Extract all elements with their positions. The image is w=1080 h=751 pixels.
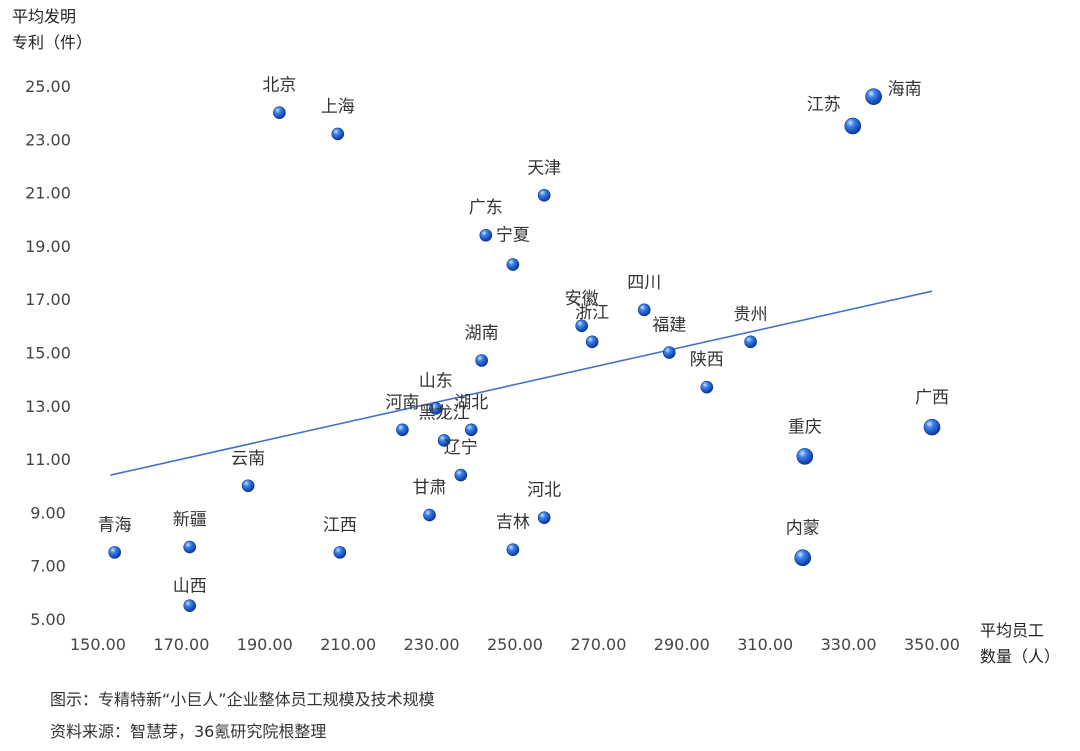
data-point (183, 599, 197, 612)
data-point (454, 468, 468, 482)
x-tick-label: 170.00 (153, 635, 209, 654)
data-point (506, 543, 520, 557)
data-point (662, 346, 676, 359)
y-tick-label: 19.00 (25, 237, 71, 256)
data-point (585, 335, 599, 349)
y-tick-label: 5.00 (30, 610, 66, 629)
data-point (396, 423, 409, 437)
point-label: 贵州 (734, 305, 768, 325)
point-label: 安徽 (565, 289, 599, 309)
point-label: 陕西 (690, 350, 724, 370)
point-label: 江苏 (807, 95, 841, 115)
data-point (506, 258, 520, 271)
y-tick-label: 9.00 (30, 503, 66, 522)
data-point (429, 402, 443, 415)
data-point (923, 418, 941, 436)
point-label: 海南 (888, 80, 922, 100)
data-point (844, 117, 862, 135)
x-tick-label: 210.00 (320, 635, 376, 654)
data-point (108, 546, 121, 559)
point-label: 湖南 (465, 323, 499, 343)
data-point (537, 511, 551, 525)
caption-figure: 图示：专精特新“小巨人”企业整体员工规模及技术规模 (50, 690, 435, 709)
point-label: 河北 (527, 481, 561, 501)
point-label: 新疆 (173, 510, 207, 530)
data-point (331, 127, 345, 141)
y-axis-title-line2: 专利（件） (12, 33, 93, 52)
data-point (333, 546, 347, 559)
x-axis-title-line1: 平均员工 (980, 621, 1045, 640)
y-tick-label: 17.00 (25, 290, 71, 309)
point-label: 青海 (98, 515, 132, 535)
point-label: 湖北 (454, 393, 488, 413)
data-point (475, 354, 488, 367)
x-axis-title-line2: 数量（人） (980, 647, 1061, 666)
trend-line (110, 290, 933, 476)
x-tick-label: 230.00 (404, 635, 460, 654)
y-tick-label: 23.00 (25, 130, 71, 149)
data-point (865, 88, 882, 105)
caption-source: 资料来源：智慧芽，36氪研究院根整理 (50, 722, 327, 741)
data-point (479, 228, 493, 242)
point-label: 广东 (469, 198, 503, 218)
y-tick-label: 7.00 (30, 557, 66, 576)
data-point (575, 319, 589, 333)
point-label: 福建 (652, 316, 686, 336)
data-point (744, 335, 757, 349)
x-axis-title: 平均员工 数量（人） (980, 618, 1060, 670)
y-tick-label: 21.00 (25, 184, 71, 203)
point-label: 黑龙江 (419, 403, 470, 423)
y-tick-label: 15.00 (25, 344, 71, 363)
point-label: 云南 (231, 449, 265, 469)
x-tick-label: 270.00 (570, 635, 626, 654)
point-label: 上海 (321, 97, 355, 117)
point-label: 山东 (419, 371, 453, 391)
x-tick-label: 330.00 (821, 635, 877, 654)
data-point (273, 106, 286, 119)
x-tick-label: 350.00 (904, 635, 960, 654)
data-point (241, 479, 255, 493)
data-point (637, 303, 651, 317)
point-label: 天津 (527, 158, 561, 178)
point-label: 吉林 (496, 513, 530, 533)
point-label: 四川 (627, 273, 661, 293)
data-point (423, 508, 436, 522)
point-label: 河南 (385, 393, 419, 413)
x-tick-label: 310.00 (737, 635, 793, 654)
data-point (700, 380, 714, 394)
y-tick-label: 11.00 (25, 450, 71, 469)
data-point (796, 448, 814, 465)
data-point (437, 434, 451, 447)
point-label: 浙江 (575, 303, 609, 323)
data-point (794, 549, 812, 567)
point-label: 山西 (173, 577, 207, 597)
point-label: 宁夏 (496, 226, 530, 246)
scatter-chart: 5.00 7.00 9.00 11.00 13.00 15.00 17.00 19.00 21.… (25, 76, 960, 654)
point-label: 广西 (915, 388, 949, 408)
point-label: 北京 (262, 76, 296, 96)
data-point (537, 188, 551, 202)
data-point (183, 540, 197, 554)
x-tick-label: 290.00 (654, 635, 710, 654)
y-tick-label: 13.00 (25, 397, 71, 416)
point-label: 辽宁 (444, 438, 478, 458)
y-axis-title: 平均发明 专利（件） (12, 4, 92, 56)
y-axis-title-line1: 平均发明 (12, 7, 77, 26)
point-label: 内蒙 (786, 519, 820, 539)
point-label: 江西 (323, 515, 357, 535)
x-tick-label: 250.00 (487, 635, 543, 654)
x-tick-label: 150.00 (70, 635, 126, 654)
data-point (464, 423, 478, 437)
point-label: 甘肃 (413, 478, 447, 498)
x-tick-label: 190.00 (237, 635, 293, 654)
y-tick-label: 25.00 (25, 77, 71, 96)
point-label: 重庆 (788, 417, 822, 437)
